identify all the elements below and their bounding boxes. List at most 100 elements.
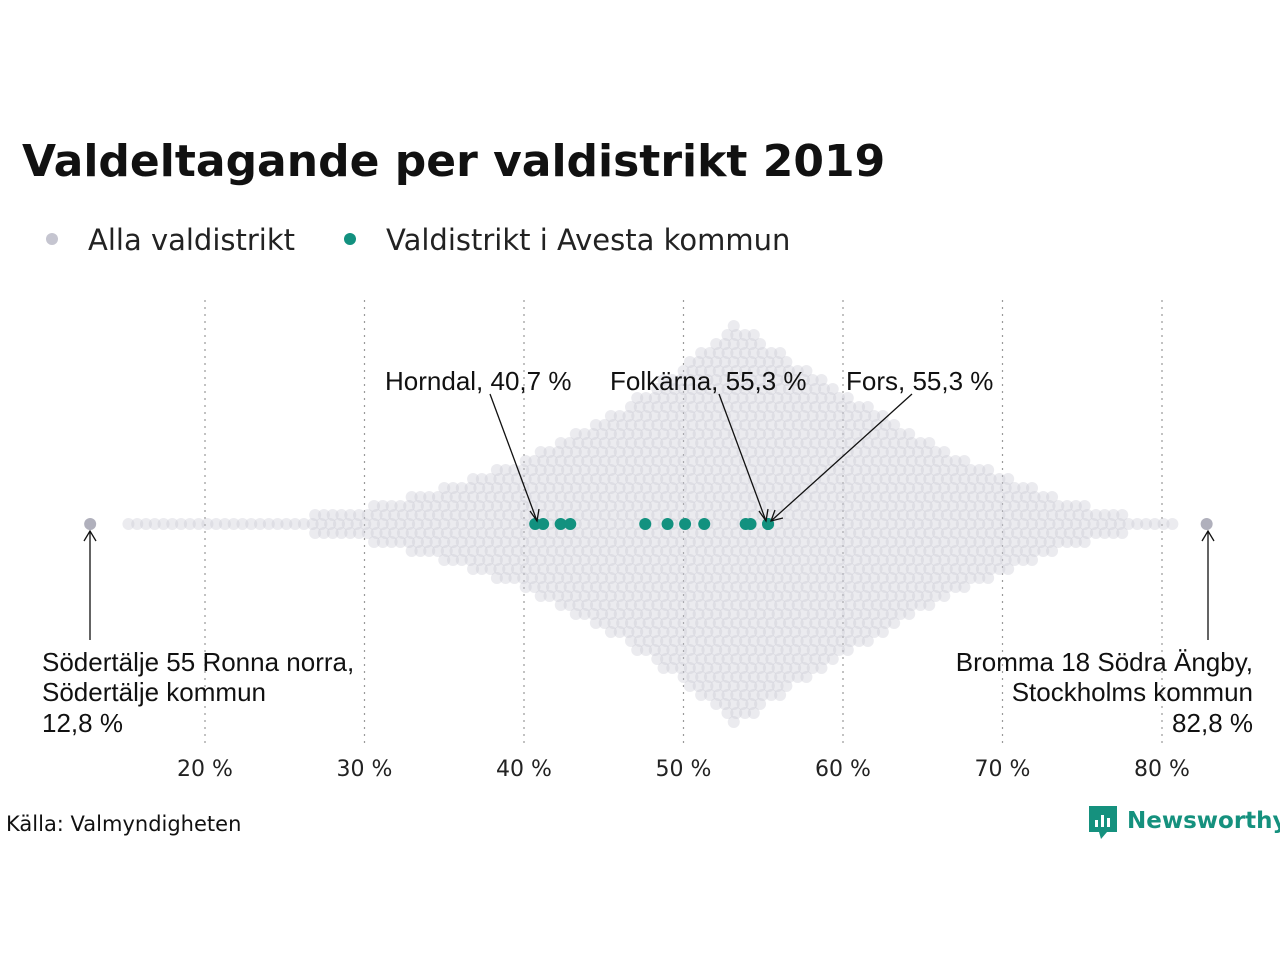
district-point xyxy=(1008,536,1021,548)
district-point xyxy=(923,473,936,485)
district-point xyxy=(642,545,655,557)
district-point xyxy=(482,554,495,566)
district-point xyxy=(569,482,582,494)
district-point xyxy=(765,401,778,413)
district-point xyxy=(868,482,881,494)
district-point xyxy=(756,365,769,377)
district-point xyxy=(703,671,716,683)
district-point xyxy=(903,536,916,548)
district-point xyxy=(920,464,933,476)
district-point xyxy=(543,482,556,494)
district-point xyxy=(841,482,854,494)
district-point xyxy=(844,491,857,503)
district-point xyxy=(747,401,760,413)
district-point xyxy=(581,509,594,521)
district-point xyxy=(703,635,716,647)
district-point xyxy=(771,644,784,656)
district-point xyxy=(624,509,637,521)
district-point xyxy=(449,509,462,521)
district-point xyxy=(835,455,848,467)
district-point xyxy=(955,572,968,584)
district-point xyxy=(739,635,752,647)
district-point xyxy=(833,572,846,584)
district-point xyxy=(394,536,407,548)
district-point xyxy=(660,599,673,611)
district-point xyxy=(1061,518,1074,530)
district-point xyxy=(701,500,714,512)
district-point xyxy=(666,572,679,584)
district-point xyxy=(692,554,705,566)
district-point xyxy=(596,536,609,548)
district-point xyxy=(815,662,828,674)
district-point xyxy=(797,482,810,494)
district-point xyxy=(789,374,802,386)
district-point xyxy=(701,446,714,458)
district-point xyxy=(1087,518,1100,530)
district-point xyxy=(850,572,863,584)
district-point xyxy=(870,437,883,449)
district-point xyxy=(701,428,714,440)
district-point xyxy=(806,554,819,566)
district-point xyxy=(718,554,731,566)
district-point xyxy=(607,455,620,467)
district-point xyxy=(809,491,822,503)
district-point xyxy=(578,572,591,584)
district-point xyxy=(666,554,679,566)
district-point xyxy=(718,698,731,710)
district-point xyxy=(727,446,740,458)
district-point xyxy=(754,374,767,386)
district-point xyxy=(1131,518,1144,530)
district-point xyxy=(958,491,971,503)
district-point xyxy=(809,653,822,665)
district-point xyxy=(675,428,688,440)
district-point xyxy=(739,527,752,539)
district-point xyxy=(581,563,594,575)
district-point xyxy=(502,545,515,557)
district-point xyxy=(999,500,1012,512)
district-point xyxy=(473,536,486,548)
district-point xyxy=(896,563,909,575)
district-point xyxy=(695,383,708,395)
district-point xyxy=(1008,500,1021,512)
district-point-extreme xyxy=(1200,518,1213,530)
district-point xyxy=(718,644,731,656)
district-point xyxy=(853,581,866,593)
district-point xyxy=(718,428,731,440)
district-point xyxy=(683,482,696,494)
district-point xyxy=(876,428,889,440)
district-point xyxy=(624,599,637,611)
district-point xyxy=(762,554,775,566)
district-point xyxy=(431,545,444,557)
district-point xyxy=(817,599,830,611)
district-point xyxy=(791,455,804,467)
district-point xyxy=(756,581,769,593)
district-point xyxy=(686,401,699,413)
district-point xyxy=(833,428,846,440)
district-point xyxy=(929,572,942,584)
district-point xyxy=(756,671,769,683)
district-point xyxy=(756,437,769,449)
avesta-district-point xyxy=(698,518,711,530)
district-point xyxy=(739,707,752,719)
district-point xyxy=(1002,527,1015,539)
district-point xyxy=(747,347,760,359)
district-point xyxy=(791,599,804,611)
district-point xyxy=(607,473,620,485)
district-point xyxy=(703,689,716,701)
district-point xyxy=(1061,536,1074,548)
district-point xyxy=(475,563,488,575)
district-point xyxy=(710,482,723,494)
district-point xyxy=(806,392,819,404)
district-point xyxy=(833,608,846,620)
district-point xyxy=(817,383,830,395)
district-point xyxy=(440,545,453,557)
district-point xyxy=(581,599,594,611)
district-point xyxy=(572,581,585,593)
district-point xyxy=(631,554,644,566)
district-point xyxy=(789,572,802,584)
district-point xyxy=(949,455,962,467)
district-point xyxy=(510,563,523,575)
district-point xyxy=(774,581,787,593)
district-point xyxy=(1054,527,1067,539)
district-point xyxy=(859,590,872,602)
